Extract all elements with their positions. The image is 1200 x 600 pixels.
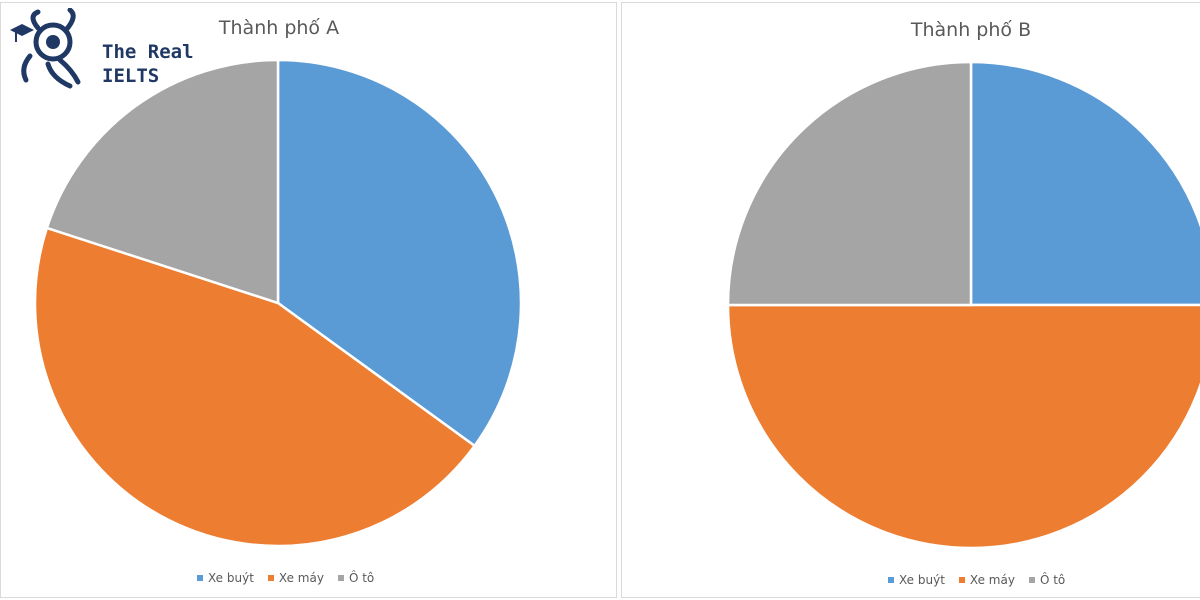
- chart-title-b: Thành phố B: [910, 19, 1032, 41]
- pie-chart-a: [33, 58, 523, 548]
- pie-slice-motorbike-b: [726, 303, 1200, 550]
- legend-swatch-car: [337, 575, 344, 581]
- legend-item-car: Ô tô: [1028, 573, 1066, 587]
- legend-swatch-bus: [888, 577, 894, 583]
- legend-item-motorbike: Xe máy: [267, 571, 324, 585]
- legend-label-car: Ô tô: [1039, 573, 1066, 587]
- legend-b: Xe buýt Xe máy Ô tô: [888, 573, 1065, 587]
- legend-item-bus: Xe buýt: [197, 571, 254, 585]
- legend-label-motorbike: Xe máy: [969, 573, 1015, 587]
- chart-panel-a: Thành phố A Xe buýt Xe máy Ô tô: [0, 2, 617, 598]
- chart-title-a: Thành phố A: [218, 17, 340, 39]
- legend-label-motorbike: Xe máy: [278, 571, 324, 585]
- pie-slice-car-a: [45, 58, 280, 305]
- legend-swatch-car: [1028, 577, 1035, 583]
- logo-text: The Real IELTS: [102, 40, 194, 88]
- legend-item-bus: Xe buýt: [888, 573, 945, 587]
- pie-slice-bus-b: [969, 60, 1200, 307]
- logo-mascot-icon: [10, 7, 81, 89]
- logo-line-2: IELTS: [102, 65, 160, 87]
- legend-a: Xe buýt Xe máy Ô tô: [197, 571, 374, 585]
- pie-slice-motorbike-a: [33, 226, 477, 548]
- legend-label-bus: Xe buýt: [208, 571, 254, 585]
- legend-item-motorbike: Xe máy: [958, 573, 1015, 587]
- the-real-ielts-logo: The Real IELTS: [8, 7, 198, 94]
- legend-swatch-motorbike: [267, 575, 274, 581]
- pie-chart-b: [726, 60, 1200, 550]
- pie-slice-car-b: [726, 60, 973, 307]
- pie-slice-bus-a: [276, 58, 523, 448]
- legend-swatch-motorbike: [958, 577, 965, 583]
- legend-swatch-bus: [197, 575, 203, 581]
- legend-label-bus: Xe buýt: [899, 573, 945, 587]
- logo-line-1: The Real: [102, 41, 194, 63]
- legend-label-car: Ô tô: [348, 571, 375, 585]
- legend-item-car: Ô tô: [337, 571, 375, 585]
- chart-panel-b: Thành phố B Xe buýt Xe máy Ô tô: [621, 2, 1200, 598]
